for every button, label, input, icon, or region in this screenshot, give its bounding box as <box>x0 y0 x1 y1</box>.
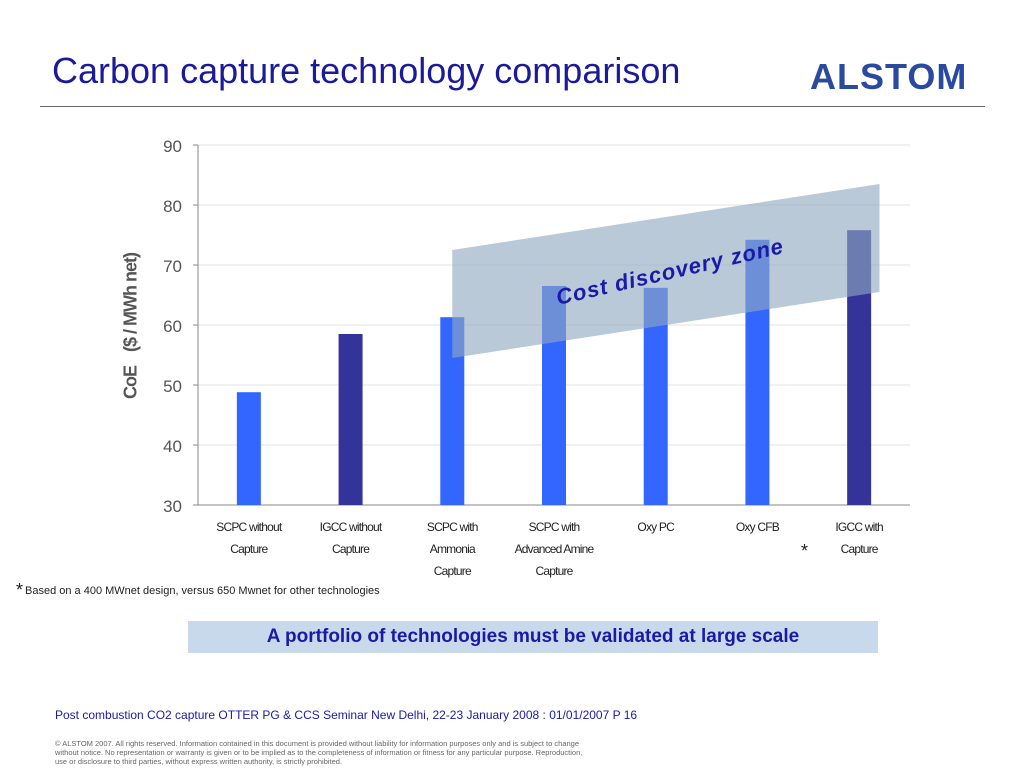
x-category-label-line: Oxy CFB <box>735 520 780 534</box>
y-axis-title: CoE ($ / MWh net) <box>121 253 142 399</box>
y-tick-label: 60 <box>163 317 182 336</box>
copyright-notice: © ALSTOM 2007. All rights reserved. Info… <box>55 739 583 766</box>
cost-discovery-zone-band <box>452 184 880 358</box>
x-category-label-line: Capture <box>230 542 268 556</box>
x-category-label-line: Capture <box>535 564 573 578</box>
footnote: * Based on a 400 MWnet design, versus 650… <box>16 580 380 601</box>
x-category-label-line: Capture <box>840 542 879 556</box>
footnote-star: * <box>16 580 24 600</box>
x-category-label-line: Oxy PC <box>637 520 674 534</box>
x-category-label-line: Ammonia <box>429 542 476 556</box>
x-category-label: IGCC without Capture <box>297 516 405 560</box>
x-category-label-line: IGCC without <box>319 520 383 534</box>
x-category-label: Oxy CFB <box>703 516 811 538</box>
footer-text: Post combustion CO2 capture OTTER PG & C… <box>55 708 638 722</box>
y-axis-label: CoE <box>120 365 141 399</box>
x-category-label: Oxy PC <box>602 516 710 538</box>
bar <box>236 392 261 505</box>
oxy-cfb-footnote-marker: * <box>801 541 809 561</box>
x-category-label: SCPC with Ammonia Capture <box>398 516 506 582</box>
y-tick-label: 80 <box>163 197 182 216</box>
y-axis-unit: ($ / MWh net) <box>120 253 141 352</box>
x-category-label-line: SCPC with <box>426 520 479 534</box>
x-category-label-line: Capture <box>332 542 370 556</box>
bar <box>338 334 363 505</box>
x-category-label: SCPC without Capture <box>195 516 303 560</box>
y-tick-label: 40 <box>163 437 182 456</box>
slide-title: Carbon capture technology comparison <box>52 50 681 91</box>
y-tick-label: 50 <box>163 377 182 396</box>
title-divider <box>40 106 985 107</box>
y-tick-label: 30 <box>163 497 182 516</box>
x-category-label-line: IGCC with <box>835 520 883 534</box>
alstom-logo: ALSTOM <box>810 56 968 97</box>
x-category-label-line: Capture <box>433 564 472 578</box>
y-tick-label: 90 <box>163 137 182 156</box>
y-tick-label: 70 <box>163 257 182 276</box>
x-category-label: IGCC with Capture <box>805 516 913 560</box>
x-category-label-line: SCPC with <box>528 520 581 534</box>
conclusion-banner: A portfolio of technologies must be vali… <box>188 621 878 653</box>
x-category-label: SCPC with Advanced Amine Capture <box>500 516 608 582</box>
footnote-text: Based on a 400 MWnet design, versus 650 … <box>25 585 380 597</box>
x-category-label-line: SCPC without <box>216 520 282 534</box>
x-category-label-line: Advanced Amine <box>514 542 595 556</box>
